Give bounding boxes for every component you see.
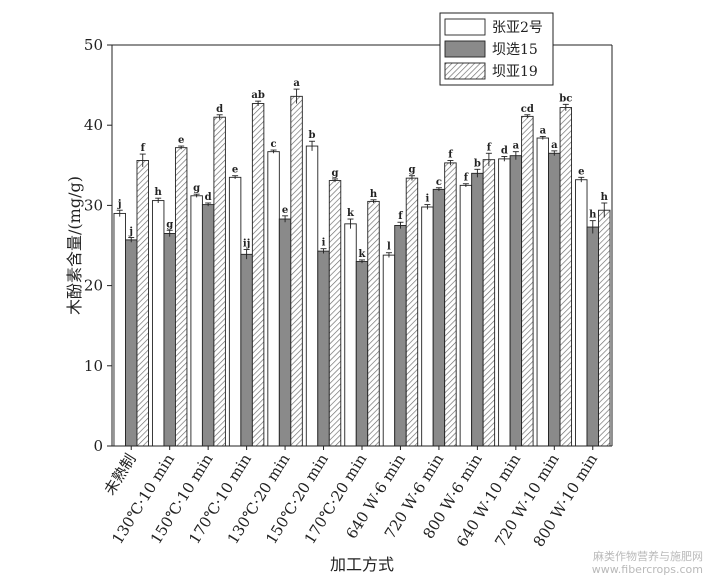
bar [598,209,611,447]
significance-label: f [448,149,453,160]
bar [201,204,215,447]
significance-label: k [347,208,355,219]
watermark-line-1: 麻类作物营养与施肥网 [593,550,703,563]
y-tick-label: 10 [84,357,103,375]
bar [190,195,203,447]
significance-label: ij [243,239,250,250]
y-tick-label: 30 [84,196,103,214]
significance-label: cd [521,104,534,115]
significance-label: b [309,130,316,141]
significance-label: d [501,145,508,156]
bar [459,184,473,447]
bar [559,107,573,447]
bar [136,160,149,447]
bar [344,223,357,447]
bar [328,180,342,447]
significance-label: g [166,219,173,230]
bar [471,172,484,447]
significance-label: h [601,192,609,203]
significance-label: e [578,166,584,177]
significance-label: j [128,226,133,237]
bar [113,212,126,447]
bar [521,115,534,447]
y-tick-label: 50 [84,36,103,54]
y-tick-label: 20 [84,277,103,295]
bar [444,162,457,447]
legend-label: 张亚2号 [492,20,543,36]
bar [548,152,561,447]
significance-label: a [513,141,520,152]
significance-label: g [408,165,415,176]
significance-label: a [540,125,547,136]
bar [305,145,319,447]
significance-label: f [464,173,469,184]
significance-label: g [193,183,200,194]
bar [498,158,511,447]
watermark: 麻类作物营养与施肥网 www.fibercrops.com [592,550,703,576]
significance-label: k [359,249,367,260]
x-axis-label: 加工方式 [330,555,394,574]
significance-label: e [178,135,184,146]
bar [251,103,265,447]
y-axis-label: 木酚素含量/(mg/g) [65,176,84,315]
legend-swatch [444,18,486,36]
bar [213,116,226,447]
bar [278,218,292,447]
bar [405,177,419,447]
bar [267,151,280,447]
bar [382,254,396,447]
significance-label: l [387,242,391,253]
legend-swatch [444,62,486,80]
bar [317,250,330,447]
y-tick-label: 40 [84,116,103,134]
significance-label: f [487,142,492,153]
significance-label: b [474,158,481,169]
bar [482,159,496,447]
bar [174,147,188,447]
significance-label: c [436,177,442,188]
bar [290,95,303,447]
significance-label: h [155,187,163,198]
bar [151,200,165,447]
bar [394,224,407,447]
significance-label: e [232,165,238,176]
bar [509,155,523,447]
bar [421,206,434,447]
significance-label: i [322,238,326,249]
significance-label: d [205,192,212,203]
y-tick-label: 0 [93,437,103,455]
bar [163,233,176,447]
significance-label: i [426,194,430,205]
significance-label: c [271,139,277,150]
significance-label: f [141,143,146,154]
bar [586,226,599,447]
bar [240,253,253,447]
x-tick-label: 未熟制 [101,451,140,499]
significance-label: bc [559,93,572,104]
significance-label: e [282,205,288,216]
legend-swatch [444,40,486,58]
significance-label: h [589,210,597,221]
watermark-line-2: www.fibercrops.com [591,563,703,576]
bar [228,176,242,447]
bar [432,188,446,447]
significance-label: d [216,104,223,115]
significance-label: ab [251,90,264,101]
significance-label: g [332,168,339,179]
significance-label: h [370,189,378,200]
significance-label: f [398,211,403,222]
legend-label: 坝亚19 [492,64,538,80]
bar [367,200,380,447]
bar [355,261,369,447]
significance-label: a [293,78,300,89]
bar [536,137,550,447]
significance-label: a [551,140,558,151]
bar [575,179,588,447]
significance-label: j [117,199,122,210]
legend-label: 坝选15 [492,42,538,58]
bar [125,239,138,447]
